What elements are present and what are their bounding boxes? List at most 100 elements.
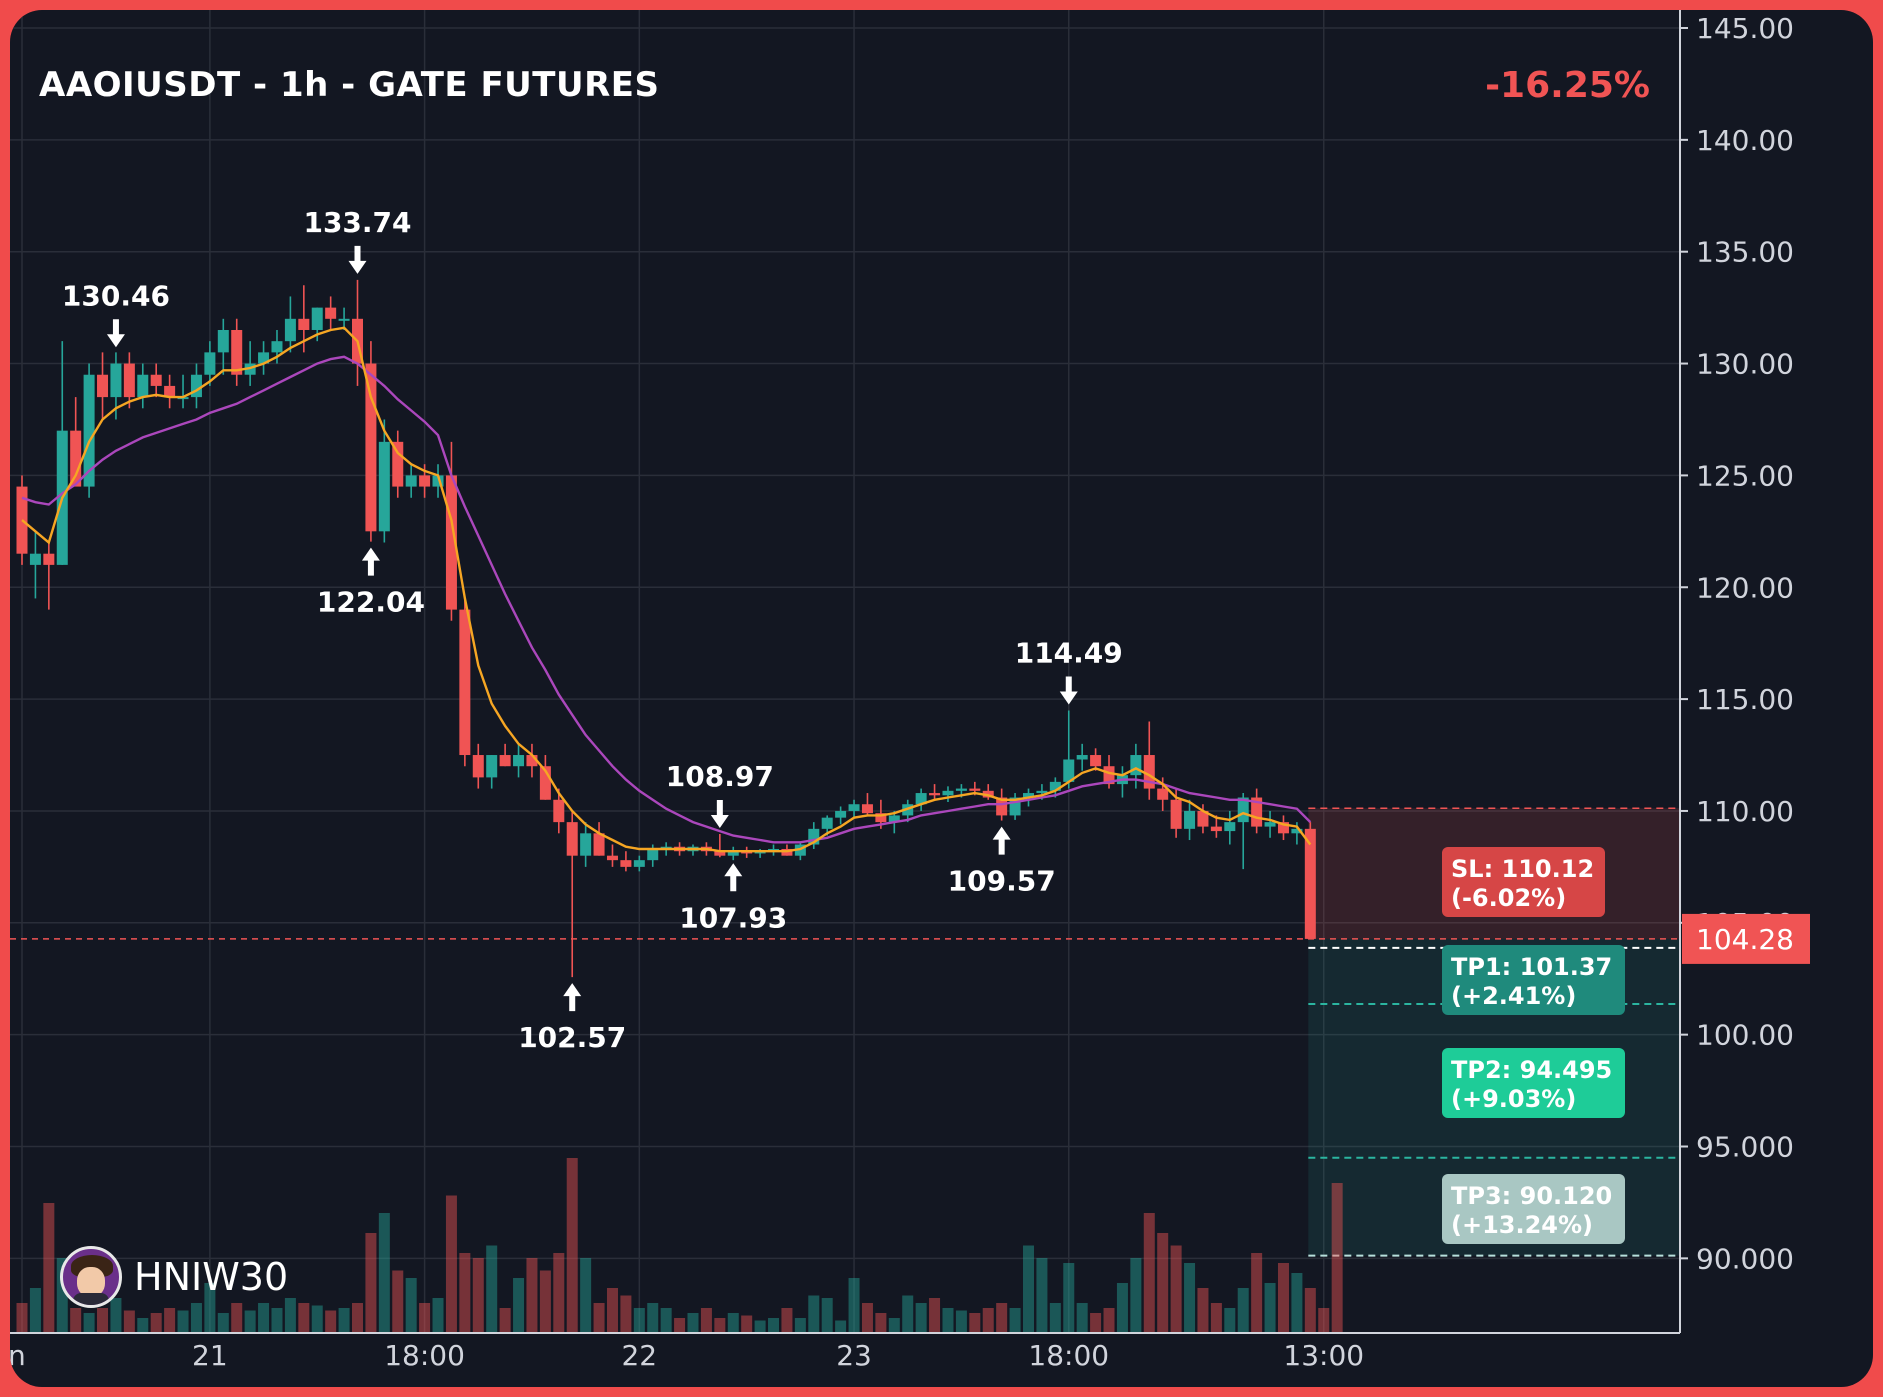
volume-bar xyxy=(794,1318,806,1333)
volume-bar xyxy=(177,1310,189,1333)
sl-pct-text: (-6.02%) xyxy=(1451,884,1566,912)
volume-bar xyxy=(271,1308,283,1333)
volume-bar xyxy=(660,1308,672,1333)
candle-body xyxy=(1009,797,1021,816)
volume-bars xyxy=(16,1158,1343,1333)
candle-body xyxy=(1103,766,1115,785)
x-tick-label: 18:00 xyxy=(1028,1339,1109,1372)
candle-body xyxy=(445,475,457,610)
candle-body xyxy=(472,755,484,778)
sl-label-box xyxy=(1442,847,1605,917)
candle-body xyxy=(888,815,900,823)
volume-bar xyxy=(204,1283,216,1333)
candle-body xyxy=(459,609,471,756)
high-label: 133.74 xyxy=(303,206,411,239)
tp3-price-text: TP3: 90.120 xyxy=(1451,1182,1612,1210)
x-tick-label: 23 xyxy=(836,1339,872,1372)
candle-body xyxy=(271,341,283,353)
sl-price-text: SL: 110.12 xyxy=(1451,855,1594,883)
chart-title: AAOIUSDT - 1h - GATE FUTURES xyxy=(39,65,660,105)
volume-bar xyxy=(982,1308,994,1333)
candle-body xyxy=(647,848,659,861)
low-label: 102.57 xyxy=(518,1021,626,1054)
volume-bar xyxy=(70,1308,82,1333)
volume-bar xyxy=(217,1313,229,1333)
arrow-up-icon xyxy=(563,983,582,1012)
y-tick-label: 145.00 xyxy=(1696,12,1794,45)
volume-bar xyxy=(1318,1308,1330,1333)
candle-body xyxy=(164,385,176,398)
candle-body xyxy=(526,755,538,767)
candlestick-chart[interactable]: 130.46 133.74 122.04 102.57 108.97 107.93 109.… xyxy=(10,10,1873,1387)
volume-bar xyxy=(432,1298,444,1333)
candle-body xyxy=(861,804,873,814)
volume-bar xyxy=(1237,1288,1249,1333)
candle-body xyxy=(969,788,981,791)
candle-body xyxy=(284,318,296,342)
arrow-up-icon xyxy=(361,547,380,576)
volume-bar xyxy=(1009,1308,1021,1333)
candle-body xyxy=(915,793,927,805)
arrow-down-icon xyxy=(348,245,367,274)
x-tick-label: n xyxy=(10,1339,26,1372)
y-tick-label: 125.00 xyxy=(1696,459,1794,492)
tp3-label-box xyxy=(1442,1174,1625,1244)
y-tick-label: 140.00 xyxy=(1696,124,1794,157)
volume-bar xyxy=(781,1308,793,1333)
volume-bar xyxy=(808,1295,820,1333)
candle-body xyxy=(1036,790,1048,794)
volume-bar xyxy=(1116,1283,1128,1333)
author-watermark: HNIW30 xyxy=(60,1246,288,1308)
x-tick-label: 22 xyxy=(621,1339,657,1372)
volume-bar xyxy=(633,1308,645,1333)
candle-body xyxy=(392,441,404,487)
candle-body xyxy=(539,766,551,800)
volume-bar xyxy=(580,1258,592,1333)
level-labels: SL: 110.12(-6.02%) TP1: 101.37(+2.41%) TP2… xyxy=(1442,847,1625,1244)
price-annotations: 130.46 133.74 122.04 102.57 108.97 107.93 109.… xyxy=(62,206,1123,1054)
candle-body xyxy=(606,855,618,861)
volume-bar xyxy=(1130,1258,1142,1333)
volume-bar xyxy=(835,1320,847,1333)
candle-body xyxy=(633,860,645,867)
volume-bar xyxy=(647,1303,659,1333)
volume-bar xyxy=(929,1298,941,1333)
tp1-pct-text: (+2.41%) xyxy=(1451,982,1576,1010)
volume-bar xyxy=(110,1298,122,1333)
volume-bar xyxy=(848,1278,860,1333)
volume-bar xyxy=(1331,1183,1343,1333)
y-tick-label: 135.00 xyxy=(1696,236,1794,269)
high-label: 114.49 xyxy=(1015,637,1123,670)
tp2-label-box xyxy=(1442,1048,1625,1118)
volume-bar xyxy=(821,1298,833,1333)
y-tick-label: 130.00 xyxy=(1696,348,1794,381)
volume-bar xyxy=(606,1288,618,1333)
volume-bar xyxy=(83,1313,95,1333)
volume-bar xyxy=(1184,1263,1196,1333)
avatar-icon xyxy=(60,1246,122,1308)
candle-body xyxy=(365,363,377,532)
candle-body xyxy=(553,799,565,823)
volume-bar xyxy=(888,1318,900,1333)
volume-bar xyxy=(915,1303,927,1333)
volume-bar xyxy=(513,1278,525,1333)
volume-bar xyxy=(231,1303,243,1333)
moving-averages xyxy=(21,326,1312,853)
volume-bar xyxy=(969,1313,981,1333)
volume-bar xyxy=(190,1303,202,1333)
candle-body xyxy=(1291,828,1303,834)
candle-body xyxy=(848,804,860,811)
volume-bar xyxy=(311,1305,323,1333)
trade-zones xyxy=(10,807,1680,1257)
high-label: 108.97 xyxy=(666,760,774,793)
y-tick-label: 100.00 xyxy=(1696,1019,1794,1052)
volume-bar xyxy=(486,1245,498,1333)
volume-bar xyxy=(674,1318,686,1333)
candle-body xyxy=(929,793,941,796)
volume-bar xyxy=(526,1258,538,1333)
candle-body xyxy=(1143,755,1155,789)
volume-bar xyxy=(593,1303,605,1333)
volume-bar xyxy=(1197,1288,1209,1333)
arrow-up-icon xyxy=(724,863,743,892)
candle-body xyxy=(996,797,1008,816)
